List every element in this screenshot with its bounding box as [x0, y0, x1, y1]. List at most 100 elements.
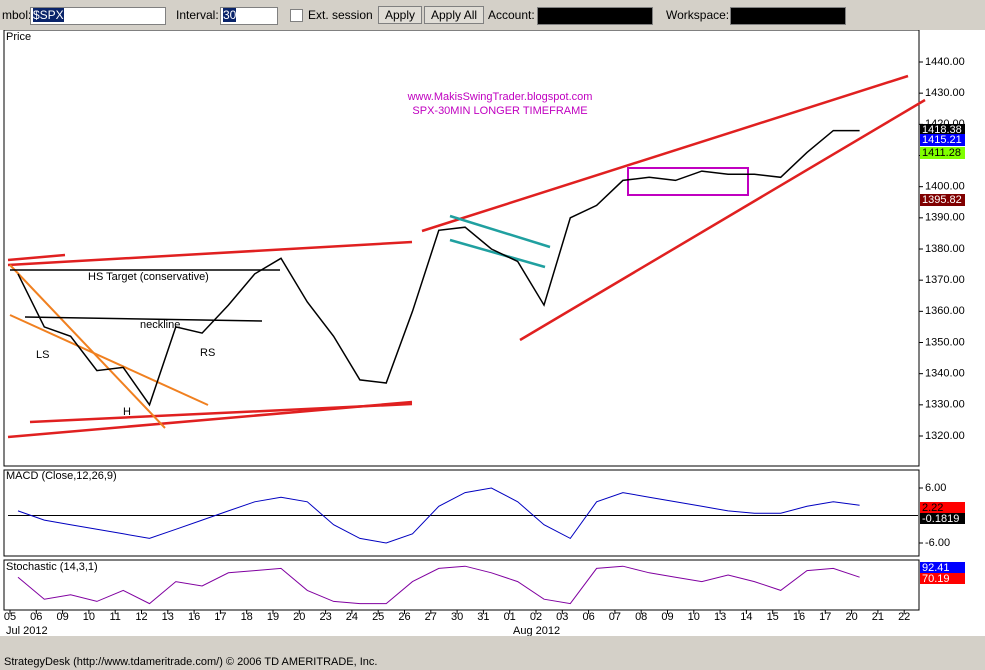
- x-tick-label: 10: [83, 611, 95, 623]
- last-price-box: [920, 194, 965, 206]
- macd-title: MACD (Close,12,26,9): [6, 470, 117, 482]
- x-tick-label: 09: [56, 611, 68, 623]
- price-title: Price: [6, 31, 31, 43]
- symbol-input[interactable]: $SPX: [30, 7, 166, 25]
- x-tick-label: 17: [214, 611, 226, 623]
- x-tick-label: 14: [740, 611, 752, 623]
- x-tick-label: 26: [398, 611, 410, 623]
- x-tick-label: 22: [898, 611, 910, 623]
- last-price: 1411.28: [922, 147, 961, 159]
- x-tick-label: 11: [109, 611, 120, 623]
- y-tick-label: 1330.00: [925, 399, 965, 411]
- x-tick-label: 21: [872, 611, 884, 623]
- x-tick-label: 15: [767, 611, 779, 623]
- x-tick-label: 30: [451, 611, 463, 623]
- x-tick-label: 27: [425, 611, 437, 623]
- interval-label: Interval:: [176, 8, 219, 22]
- last-price-box: [920, 134, 965, 146]
- x-tick-label: 12: [135, 611, 147, 623]
- stoch-title: Stochastic (14,3,1): [6, 561, 98, 573]
- x-tick-label: 16: [188, 611, 200, 623]
- account-label: Account:: [488, 8, 535, 22]
- macd-tick-label: -6.00: [925, 537, 950, 549]
- background: [0, 30, 985, 670]
- hs-target: HS Target (conservative): [88, 271, 209, 283]
- x-tick-label: 07: [609, 611, 621, 623]
- price-frame: [3, 30, 920, 467]
- y-tick-label: 1360.00: [925, 305, 965, 317]
- rs-label: RS: [200, 347, 215, 359]
- x-tick-label: 24: [346, 611, 358, 623]
- stoch-last-box: [920, 562, 965, 573]
- stoch-last-box: [920, 573, 965, 584]
- y-tick-label: 1370.00: [925, 274, 965, 286]
- annotation-desc: SPX-30MIN LONGER TIMEFRAME: [412, 105, 587, 117]
- y-tick-label: 1380.00: [925, 243, 965, 255]
- last-price: 1415.21: [922, 134, 962, 146]
- y-tick-label: 1440.00: [925, 56, 965, 68]
- stoch-last: 92.41: [922, 562, 950, 574]
- ext-session: Ext. session: [308, 8, 373, 22]
- month-jul: Jul 2012: [6, 625, 48, 637]
- macd-tick-label: 6.00: [925, 482, 946, 494]
- month-aug: Aug 2012: [513, 625, 560, 637]
- chart-area: Price www.MakisSwingTrader.blogspot.com …: [0, 30, 985, 670]
- trend-lines: [7, 74, 926, 439]
- tab-bar: [0, 636, 985, 670]
- channel-lines: [9, 264, 209, 429]
- x-tick-label: 10: [688, 611, 700, 623]
- apply-button[interactable]: Apply: [378, 6, 423, 24]
- ext-checkbox[interactable]: [290, 9, 303, 22]
- x-tick-label: 31: [477, 611, 489, 623]
- macd-last: 2.22: [922, 502, 943, 514]
- x-tick-label: 13: [714, 611, 726, 623]
- x-tick-label: 06: [582, 611, 594, 623]
- account-select[interactable]: [537, 7, 653, 25]
- apply-all-button[interactable]: Apply All: [424, 6, 485, 24]
- range-box: [627, 167, 749, 196]
- stoch-last: 70.19: [922, 573, 950, 585]
- x-tick-label: 25: [372, 611, 384, 623]
- symbol-label: mbol:: [2, 8, 32, 22]
- annotation-url: www.MakisSwingTrader.blogspot.com: [407, 91, 593, 103]
- x-tick-label: 19: [267, 611, 279, 623]
- y-tick-label: 1350.00: [925, 336, 965, 348]
- x-tick-label: 20: [293, 611, 305, 623]
- interval-value: 30: [223, 8, 237, 22]
- y-tick-label: 1390.00: [925, 212, 965, 224]
- neckline: neckline: [140, 319, 180, 331]
- footer: StrategyDesk (http://www.tdameritrade.co…: [4, 656, 377, 668]
- x-tick-label: 09: [661, 611, 673, 623]
- last-price: 1418.38: [922, 124, 962, 136]
- x-tick-label: 06: [30, 611, 42, 623]
- macd-last-box: [920, 513, 965, 524]
- x-tick-label: 02: [530, 611, 542, 623]
- stoch-frame: [3, 559, 920, 611]
- x-tick-label: 01: [504, 611, 516, 623]
- y-tick-label: 1430.00: [925, 87, 965, 99]
- symbol-value: $SPX: [33, 8, 64, 22]
- x-tick-label: 18: [241, 611, 253, 623]
- x-tick-label: 08: [635, 611, 647, 623]
- y-tick-label: 1400.00: [925, 181, 965, 193]
- h-label: H: [123, 406, 131, 418]
- workspace-select[interactable]: [730, 7, 846, 25]
- y-tick-label: 1320.00: [925, 430, 965, 442]
- x-tick-label: 05: [4, 611, 16, 623]
- x-tick-label: 20: [845, 611, 857, 623]
- x-tick-label: 17: [819, 611, 831, 623]
- stoch-line: [17, 565, 860, 605]
- neckline-line: [24, 316, 263, 322]
- toolbar: mbol: $SPX Interval: 30 Ext. session App…: [0, 0, 985, 30]
- x-tick-label: 16: [793, 611, 805, 623]
- last-price: 1395.82: [922, 194, 962, 206]
- macd-frame: [3, 469, 920, 557]
- macd-line: [17, 487, 860, 544]
- x-tick-label: 03: [556, 611, 568, 623]
- interval-input[interactable]: 30: [220, 7, 278, 25]
- y-tick-label: 1340.00: [925, 368, 965, 380]
- close-line: [17, 129, 860, 407]
- last-price-box: [920, 124, 965, 136]
- last-price-box: [920, 147, 965, 159]
